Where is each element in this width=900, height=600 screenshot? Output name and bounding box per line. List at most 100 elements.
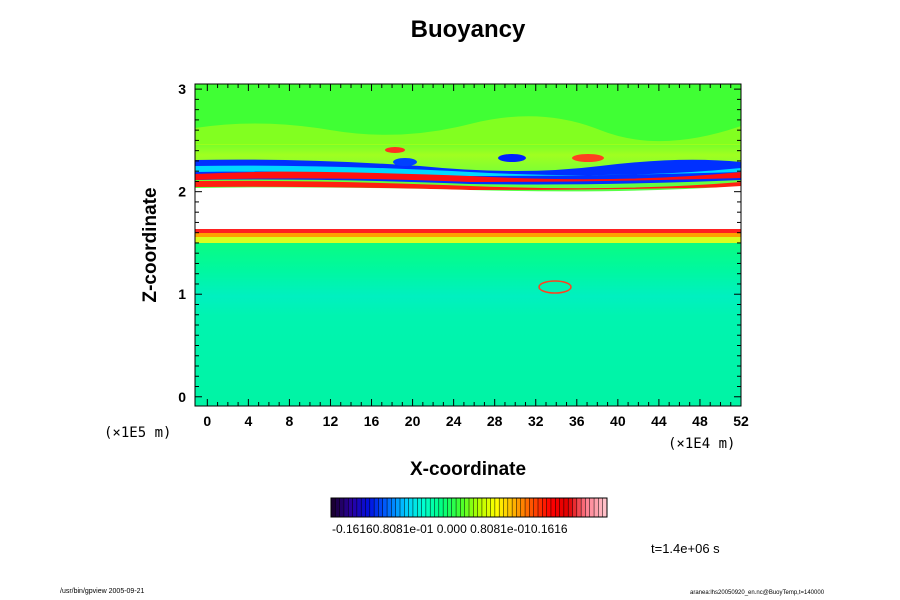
colorbar-cell [546, 498, 552, 517]
red-edge-below-gap [195, 229, 741, 233]
colorbar-cell [490, 498, 496, 517]
colorbar-cell [417, 498, 422, 517]
x-tick-label: 16 [364, 413, 380, 429]
colorbar-cell [443, 498, 448, 517]
colorbar-cell [348, 498, 353, 517]
colorbar-cell [391, 498, 397, 517]
colorbar-cell [494, 498, 500, 517]
x-tick-label: 40 [610, 413, 626, 429]
colorbar-cell [382, 498, 388, 517]
colorbar-cell [408, 498, 414, 517]
colorbar-cell [460, 498, 466, 517]
colorbar-cell [512, 498, 517, 517]
blue-eddy-1 [498, 154, 526, 162]
colorbar-cell [473, 498, 479, 517]
x-tick-label: 36 [569, 413, 585, 429]
colorbar-cell [568, 498, 573, 517]
colorbar-cell [438, 498, 444, 517]
colorbar-frame [330, 497, 608, 518]
colorbar [330, 497, 608, 518]
colorbar-tick-labels: -0.16160.8081e-01 0.000 0.8081e-010.1616 [332, 522, 568, 536]
x-tick-label: 32 [528, 413, 544, 429]
colorbar-cell [525, 498, 530, 517]
x-unit-label: (×1E4 m) [668, 436, 736, 452]
x-tick-label: 24 [446, 413, 462, 429]
chart-title: Buoyancy [410, 16, 526, 43]
footer-right: aranea:lhs20050920_en.nc@BuoyTemp,t=1400… [690, 590, 825, 596]
colorbar-cell [469, 498, 474, 517]
colorbar-cell [430, 498, 435, 517]
x-tick-label: 0 [203, 413, 211, 429]
colorbar-cell [400, 498, 405, 517]
colorbar-cell [343, 498, 349, 517]
colorbar-cell [369, 498, 375, 517]
x-tick-label: 20 [405, 413, 421, 429]
colorbar-cell [421, 498, 427, 517]
colorbar-cell [538, 498, 543, 517]
x-tick-label: 12 [323, 413, 339, 429]
blue-eddy-2 [393, 158, 417, 166]
colorbar-cell [499, 498, 504, 517]
time-label: t=1.4e+06 s [651, 541, 720, 556]
colorbar-cell [503, 498, 509, 517]
colorbar-cell [447, 498, 453, 517]
colorbar-cell [451, 498, 457, 517]
x-tick-label: 48 [692, 413, 708, 429]
x-axis-label: X-coordinate [409, 459, 527, 480]
colorbar-cell [477, 498, 483, 517]
colorbar-cell [365, 498, 371, 517]
colorbar-cell [602, 498, 608, 517]
colorbar-cell [516, 498, 522, 517]
upper-red-band [195, 171, 741, 182]
colorbar-cell [585, 498, 591, 517]
colorbar-cell [563, 498, 569, 517]
plot-frame [194, 83, 742, 407]
red-eddy-1 [385, 147, 405, 153]
z-unit-label: (×1E5 m) [104, 425, 172, 441]
colorbar-cell [589, 498, 595, 517]
colorbar-cell [361, 498, 366, 517]
colorbar-cell [412, 498, 418, 517]
x-tick-label: 4 [244, 413, 252, 429]
colorbar-cell [434, 498, 440, 517]
yellow-edge-below-gap [195, 237, 741, 243]
x-tick-label: 8 [286, 413, 294, 429]
colorbar-cell [555, 498, 560, 517]
white-gap [195, 186, 741, 233]
x-tick-label: 52 [733, 413, 749, 429]
footer-left: /usr/bin/gpview 2005-09-21 [60, 588, 145, 595]
inner-cyan-band [195, 165, 741, 176]
colorbar-cell [356, 498, 362, 517]
colorbar-cell [598, 498, 604, 517]
colorbar-cell [425, 498, 431, 517]
colorbar-cell [507, 498, 513, 517]
colorbar-cell [486, 498, 491, 517]
colorbar-cell [572, 498, 578, 517]
field-layer [195, 84, 741, 406]
lower-eddy [538, 280, 572, 294]
colorbar-cell [581, 498, 586, 517]
colorbar-cell [529, 498, 535, 517]
red-eddy-2 [572, 154, 604, 162]
y-tick-label: 2 [178, 184, 186, 200]
colorbar-cell [533, 498, 539, 517]
y-tick-label: 0 [178, 389, 186, 405]
colorbar-cell [339, 498, 345, 517]
colorbar-cell [331, 498, 336, 517]
colorbar-cell [559, 498, 565, 517]
upper-yellow-ripple [195, 116, 741, 145]
x-tick-label: 28 [487, 413, 503, 429]
colorbar-cell [576, 498, 582, 517]
y-tick-label: 3 [178, 81, 186, 97]
colorbar-cell [404, 498, 410, 517]
colorbar-cell [378, 498, 384, 517]
y-axis-label: Z-coordinate [140, 187, 161, 303]
colorbar-cell [594, 498, 599, 517]
colorbar-cell [550, 498, 556, 517]
x-tick-label: 44 [651, 413, 667, 429]
colorbar-cell [335, 498, 341, 517]
orange-edge-below-gap [195, 233, 741, 237]
red-edge-above-gap [195, 180, 741, 190]
colorbar-cell [352, 498, 358, 517]
